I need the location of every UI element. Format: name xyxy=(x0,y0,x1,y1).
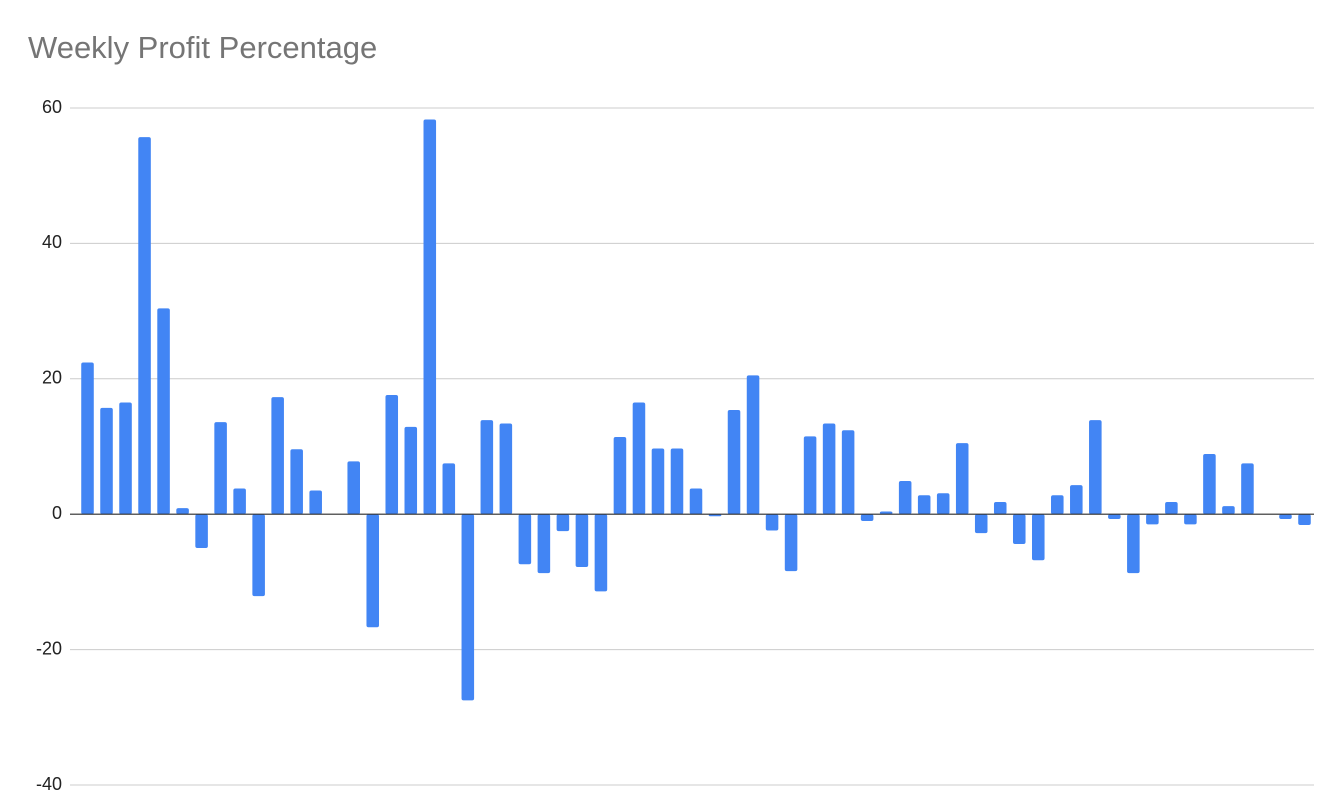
bar xyxy=(404,426,418,515)
bar xyxy=(746,375,760,515)
bar xyxy=(233,488,246,515)
bar xyxy=(1184,514,1197,525)
bar xyxy=(81,362,94,515)
bar xyxy=(803,436,817,515)
bar xyxy=(613,437,627,515)
bar xyxy=(499,423,513,515)
bar xyxy=(860,514,874,521)
bar xyxy=(727,409,741,515)
bar xyxy=(1012,514,1026,544)
bar xyxy=(195,514,208,549)
bar xyxy=(290,449,303,515)
bar xyxy=(974,514,988,534)
bar xyxy=(670,448,684,515)
bar xyxy=(1298,514,1311,526)
bar xyxy=(119,402,132,515)
bar xyxy=(917,495,931,515)
bar xyxy=(100,407,113,515)
bar xyxy=(461,514,475,701)
bar xyxy=(366,514,380,628)
bar xyxy=(176,508,189,515)
bar xyxy=(1241,463,1254,515)
bar xyxy=(309,490,322,515)
chart-title: Weekly Profit Percentage xyxy=(28,30,377,65)
bar xyxy=(632,402,646,515)
y-tick-label: 20 xyxy=(42,368,62,388)
bar xyxy=(955,443,969,515)
bar xyxy=(556,514,570,532)
bar xyxy=(651,448,665,515)
bar xyxy=(271,397,284,515)
y-tick-label: 60 xyxy=(42,97,62,117)
bar xyxy=(347,461,360,515)
bar xyxy=(537,514,551,574)
bar xyxy=(1089,420,1102,515)
bar xyxy=(423,119,437,515)
bar xyxy=(252,514,265,597)
bar xyxy=(784,514,798,572)
y-tick-label: 40 xyxy=(42,232,62,252)
bar xyxy=(993,502,1007,515)
bar xyxy=(480,420,494,515)
bar xyxy=(1032,514,1045,561)
bar xyxy=(1279,514,1292,519)
bar xyxy=(1203,453,1216,515)
bar xyxy=(1051,495,1064,515)
bar xyxy=(689,488,703,515)
bar xyxy=(1222,506,1235,515)
bar xyxy=(214,422,227,515)
bar xyxy=(157,308,170,515)
y-tick-label: -40 xyxy=(36,774,62,794)
bar xyxy=(138,137,151,515)
bar xyxy=(1165,502,1178,515)
bar xyxy=(385,395,399,515)
bar xyxy=(442,463,456,515)
bar xyxy=(594,514,608,592)
bar xyxy=(1127,514,1140,574)
bar xyxy=(1146,514,1159,525)
bar xyxy=(575,514,589,568)
bar xyxy=(1070,485,1083,515)
bar xyxy=(841,430,855,515)
bar xyxy=(822,423,836,515)
bar xyxy=(518,514,532,565)
bar xyxy=(765,514,779,531)
bar xyxy=(879,511,893,515)
bar xyxy=(898,481,912,515)
y-tick-label: -20 xyxy=(36,638,62,658)
bar xyxy=(936,493,950,515)
bar xyxy=(1108,514,1121,519)
y-tick-label: 0 xyxy=(52,503,62,523)
